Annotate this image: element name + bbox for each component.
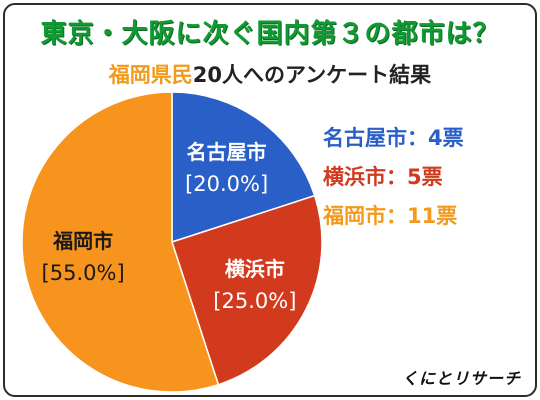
legend: 名古屋市：4票 横浜市：5票 福岡市：11票 [323,119,464,236]
source-credit: くにとリサーチ [401,369,521,388]
chart-subtitle: 福岡県民20人へのアンケート結果 [5,59,535,89]
slice-percent-yokohama: [25.0%] [213,289,296,313]
legend-item-nagoya: 名古屋市：4票 [323,126,464,150]
pie-slice-fukuoka [21,91,220,393]
pie-slice-yokohama [171,194,323,386]
chart-title: 東京・大阪に次ぐ国内第３の都市は？ [40,19,500,49]
slice-percent-nagoya: [20.0%] [185,172,268,196]
subtitle-rest: 20人へのアンケート結果 [192,63,432,87]
chart-frame: 東京・大阪に次ぐ国内第３の都市は？ 福岡県民20人へのアンケート結果 名古屋市 [… [3,3,537,397]
subtitle-accent: 福岡県民 [108,63,193,87]
slice-label-nagoya: 名古屋市 [187,140,267,164]
pie-chart: 名古屋市 [20.0%] 横浜市 [25.0%] 福岡市 [55.0%] [21,91,323,393]
legend-item-fukuoka: 福岡市：11票 [323,204,458,228]
slice-label-yokohama: 横浜市 [225,257,285,281]
pie-slice-nagoya [171,91,316,244]
slice-label-fukuoka: 福岡市 [52,229,113,253]
slice-percent-fukuoka: [55.0%] [42,261,125,285]
legend-item-yokohama: 横浜市：5票 [323,165,443,189]
